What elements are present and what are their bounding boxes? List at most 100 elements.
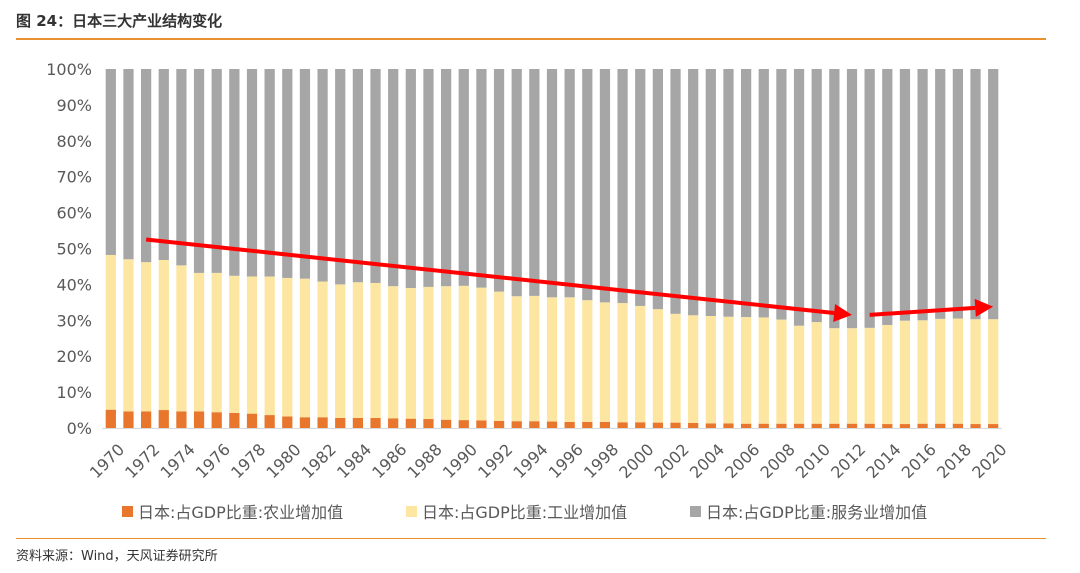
bar-segment-series-0 [511, 421, 522, 428]
x-tick-label: 1980 [262, 440, 304, 482]
bar-segment-series-0 [564, 421, 575, 428]
x-tick-label: 1972 [121, 440, 163, 482]
bar-segment-series-0 [723, 423, 734, 428]
x-tick-label: 2014 [862, 440, 904, 482]
bar-segment-series-1 [423, 286, 434, 420]
bar-segment-series-0 [811, 423, 822, 428]
bar-segment-series-1 [882, 324, 893, 425]
x-tick-label: 2016 [898, 440, 940, 482]
bar-segment-series-2 [388, 69, 399, 287]
y-tick-label: 70% [56, 168, 92, 187]
bar-segment-series-2 [882, 69, 893, 325]
bar-segment-series-1 [776, 319, 787, 424]
bar-segment-series-2 [988, 69, 999, 320]
bar-segment-series-2 [970, 69, 981, 320]
bar-segment-series-0 [158, 410, 169, 428]
bar-segment-series-0 [741, 423, 752, 428]
bar-segment-series-1 [317, 281, 328, 418]
bar-segment-series-0 [476, 420, 487, 428]
source-note: 资料来源：Wind，天风证券研究所 [16, 549, 218, 564]
bar-segment-series-1 [546, 297, 558, 422]
bar-segment-series-0 [599, 421, 611, 428]
bar-segment-series-1 [282, 277, 293, 417]
bar-segment-series-0 [211, 412, 222, 428]
x-tick-label: 2018 [933, 440, 975, 482]
x-tick-label: 2020 [968, 440, 1010, 482]
y-tick-label: 0% [67, 419, 92, 438]
bar-segment-series-0 [846, 423, 858, 428]
trend-arrow-shaft [145, 237, 835, 315]
bar-segment-series-0 [864, 423, 875, 428]
bar-segment-series-1 [811, 322, 822, 424]
bar-segment-series-2 [705, 69, 716, 316]
bar-segment-series-1 [723, 316, 734, 424]
bar-segment-series-1 [846, 328, 858, 424]
x-tick-label: 1994 [509, 440, 551, 482]
bar-segment-series-1 [899, 320, 911, 425]
bar-segment-series-1 [952, 318, 963, 424]
bar-segment-series-2 [511, 69, 522, 297]
bar-segment-series-1 [917, 320, 928, 424]
legend-swatch [690, 506, 701, 517]
y-tick-label: 20% [56, 347, 92, 366]
bar-segment-series-2 [829, 69, 840, 329]
x-tick-label: 1986 [368, 440, 410, 482]
bar-segment-series-1 [352, 282, 363, 418]
x-tick-label: 2002 [651, 440, 693, 482]
bar-segment-series-2 [846, 69, 858, 329]
bar-segment-series-2 [599, 69, 611, 303]
bar-segment-series-1 [829, 328, 840, 424]
x-tick-label: 1978 [227, 440, 269, 482]
x-tick-label: 1992 [474, 440, 516, 482]
y-tick-label: 40% [56, 275, 92, 294]
x-tick-label: 1984 [333, 440, 375, 482]
bar-segment-series-2 [423, 69, 434, 287]
bar-segment-series-0 [123, 411, 134, 428]
bar-segment-series-1 [458, 285, 469, 421]
bar-segment-series-1 [529, 295, 540, 422]
bar-segment-series-0 [758, 423, 769, 428]
bar-segment-series-0 [493, 420, 505, 428]
x-tick-label: 1990 [439, 440, 481, 482]
x-tick-label: 1976 [192, 440, 234, 482]
y-tick-label: 80% [56, 132, 92, 151]
legend-label: 日本:占GDP比重:工业增加值 [422, 503, 627, 522]
bar-segment-series-2 [317, 69, 328, 282]
y-tick-label: 30% [56, 311, 92, 330]
bar-segment-series-2 [776, 69, 787, 320]
bar-segment-series-1 [635, 305, 646, 423]
bar-segment-series-1 [441, 286, 452, 420]
bar-segment-series-0 [352, 417, 363, 428]
bar-segment-series-1 [405, 287, 416, 419]
bar-segment-series-2 [105, 69, 116, 255]
bar-segment-series-1 [141, 262, 152, 412]
bar-segment-series-1 [105, 254, 116, 410]
bar-segment-series-1 [370, 282, 381, 418]
bar-segment-series-2 [405, 69, 416, 288]
bar-segment-series-2 [264, 69, 275, 277]
bar-segment-series-1 [493, 291, 505, 421]
legend-swatch [122, 506, 133, 517]
bar-segment-series-1 [617, 303, 628, 423]
bar-segment-series-2 [811, 69, 822, 323]
x-tick-label: 2008 [756, 440, 798, 482]
bar-segment-series-2 [211, 69, 222, 273]
bar-segment-series-0 [917, 423, 928, 428]
x-tick-label: 2006 [721, 440, 763, 482]
bar-segment-series-2 [899, 69, 911, 321]
bar-segment-series-0 [299, 417, 311, 428]
bar-segment-series-1 [758, 317, 769, 424]
bar-segment-series-1 [299, 278, 311, 418]
x-tick-label: 2012 [827, 440, 869, 482]
bar-segment-series-0 [405, 418, 416, 428]
bar-segment-series-1 [176, 265, 187, 412]
bar-segment-series-0 [670, 422, 681, 428]
x-tick-label: 1998 [580, 440, 622, 482]
bar-segment-series-0 [882, 424, 893, 428]
bar-segment-series-1 [652, 309, 663, 423]
bar-segment-series-1 [564, 297, 575, 422]
bar-segment-series-2 [441, 69, 452, 287]
bar-segment-series-1 [158, 259, 169, 411]
x-tick-label: 1996 [545, 440, 587, 482]
bar-segment-series-2 [158, 69, 169, 260]
